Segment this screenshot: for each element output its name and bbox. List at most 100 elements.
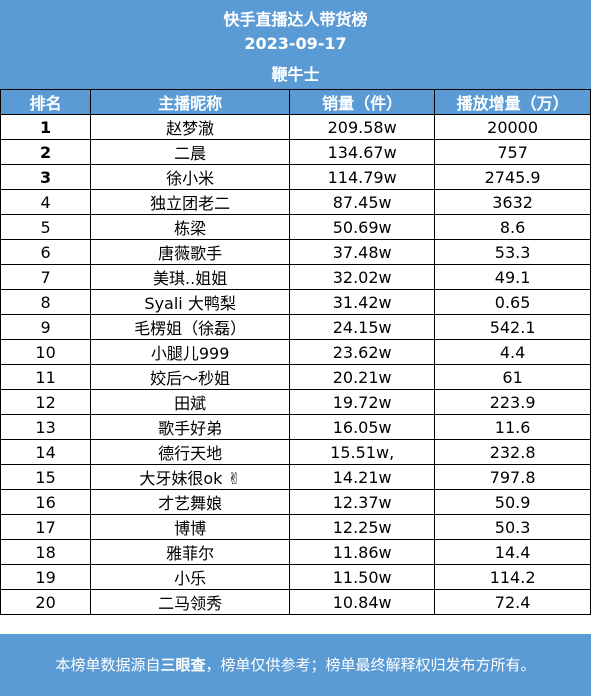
table-body: 1 赵梦澈 209.58w 20000 2 二晨 134.67w 757 3 徐小米 114.79w…: [0, 114, 591, 615]
plays-cell: 61: [434, 364, 591, 390]
name-cell: 徐小米: [90, 164, 291, 190]
name-cell: 二马领秀: [90, 589, 291, 615]
rank-cell: 11: [0, 364, 92, 390]
name-cell: 唐薇歌手: [90, 239, 291, 265]
rank-cell: 17: [0, 514, 92, 540]
table-row: 20 二马领秀 10.84w 72.4: [0, 589, 591, 615]
sales-cell: 10.84w: [289, 589, 436, 615]
table-row: 17 博博 12.25w 50.3: [0, 514, 591, 540]
plays-cell: 14.4: [434, 539, 591, 565]
rank-cell: 7: [0, 264, 92, 290]
rank-cell: 3: [0, 164, 92, 190]
plays-cell: 3632: [434, 189, 591, 215]
name-cell: 独立团老二: [90, 189, 291, 215]
plays-cell: 11.6: [434, 414, 591, 440]
name-cell: 雅菲尔: [90, 539, 291, 565]
plays-cell: 232.8: [434, 439, 591, 465]
sales-cell: 12.25w: [289, 514, 436, 540]
publisher-label: 鞭牛士: [271, 65, 320, 84]
plays-cell: 49.1: [434, 264, 591, 290]
ranking-table: 排名 主播昵称 销量（件） 播放增量（万） 1 赵梦澈 209.58w 20000 2 二…: [0, 89, 591, 615]
plays-cell: 8.6: [434, 214, 591, 240]
table-row: 2 二晨 134.67w 757: [0, 139, 591, 165]
page-title: 快手直播达人带货榜: [223, 10, 368, 29]
rank-cell: 19: [0, 564, 92, 590]
name-cell: 小腿儿999: [90, 339, 291, 365]
table-row: 5 栋梁 50.69w 8.6: [0, 214, 591, 240]
name-cell: 姣后～秒姐: [90, 364, 291, 390]
rank-cell: 18: [0, 539, 92, 565]
sales-cell: 37.48w: [289, 239, 436, 265]
rank-cell: 16: [0, 489, 92, 515]
column-header-plays: 播放增量（万）: [434, 89, 591, 115]
plays-cell: 50.9: [434, 489, 591, 515]
header: 快手直播达人带货榜 2023-09-17 鞭牛士: [0, 0, 591, 89]
table-row: 9 毛楞姐（徐磊） 24.15w 542.1: [0, 314, 591, 340]
table-row: 12 田斌 19.72w 223.9: [0, 389, 591, 415]
rank-cell: 20: [0, 589, 92, 615]
table-row: 8 Syali 大鸭梨 31.42w 0.65: [0, 289, 591, 315]
plays-cell: 757: [434, 139, 591, 165]
plays-cell: 50.3: [434, 514, 591, 540]
table-row: 16 才艺舞娘 12.37w 50.9: [0, 489, 591, 515]
rank-cell: 9: [0, 314, 92, 340]
rank-cell: 2: [0, 139, 92, 165]
name-cell: 美琪..姐姐: [90, 264, 291, 290]
sales-cell: 24.15w: [289, 314, 436, 340]
sales-cell: 134.67w: [289, 139, 436, 165]
sales-cell: 209.58w: [289, 114, 436, 140]
name-cell: Syali 大鸭梨: [90, 289, 291, 315]
sales-cell: 87.45w: [289, 189, 436, 215]
column-header-rank: 排名: [0, 89, 92, 115]
table-row: 3 徐小米 114.79w 2745.9: [0, 164, 591, 190]
sales-cell: 31.42w: [289, 289, 436, 315]
plays-cell: 53.3: [434, 239, 591, 265]
table-header-row: 排名 主播昵称 销量（件） 播放增量（万）: [0, 89, 591, 115]
footer-prefix: 本榜单数据源自: [55, 656, 161, 674]
plays-cell: 4.4: [434, 339, 591, 365]
sales-cell: 23.62w: [289, 339, 436, 365]
table-row: 18 雅菲尔 11.86w 14.4: [0, 539, 591, 565]
rank-cell: 12: [0, 389, 92, 415]
sales-cell: 19.72w: [289, 389, 436, 415]
sales-cell: 16.05w: [289, 414, 436, 440]
name-cell: 田斌: [90, 389, 291, 415]
plays-cell: 542.1: [434, 314, 591, 340]
sales-cell: 50.69w: [289, 214, 436, 240]
plays-cell: 114.2: [434, 564, 591, 590]
sales-cell: 11.50w: [289, 564, 436, 590]
name-cell: 小乐: [90, 564, 291, 590]
plays-cell: 0.65: [434, 289, 591, 315]
rank-cell: 10: [0, 339, 92, 365]
sales-cell: 14.21w: [289, 464, 436, 490]
name-cell: 才艺舞娘: [90, 489, 291, 515]
date-label: 2023-09-17: [244, 34, 347, 53]
name-cell: 毛楞姐（徐磊）: [90, 314, 291, 340]
table-row: 10 小腿儿999 23.62w 4.4: [0, 339, 591, 365]
plays-cell: 72.4: [434, 589, 591, 615]
name-cell: 博博: [90, 514, 291, 540]
sales-cell: 15.51w,: [289, 439, 436, 465]
name-cell: 德行天地: [90, 439, 291, 465]
sales-cell: 11.86w: [289, 539, 436, 565]
column-header-name: 主播昵称: [90, 89, 291, 115]
name-cell: 大牙妹很ok ✌: [90, 464, 291, 490]
sales-cell: 20.21w: [289, 364, 436, 390]
rank-cell: 13: [0, 414, 92, 440]
table-row: 13 歌手好弟 16.05w 11.6: [0, 414, 591, 440]
sales-cell: 12.37w: [289, 489, 436, 515]
table-row: 6 唐薇歌手 37.48w 53.3: [0, 239, 591, 265]
rank-cell: 4: [0, 189, 92, 215]
table-row: 14 德行天地 15.51w, 232.8: [0, 439, 591, 465]
name-cell: 二晨: [90, 139, 291, 165]
rank-cell: 6: [0, 239, 92, 265]
rank-cell: 5: [0, 214, 92, 240]
plays-cell: 2745.9: [434, 164, 591, 190]
table-row: 19 小乐 11.50w 114.2: [0, 564, 591, 590]
rank-cell: 1: [0, 114, 92, 140]
column-header-sales: 销量（件）: [289, 89, 436, 115]
footer-disclaimer: 本榜单数据源自三眼查，榜单仅供参考；榜单最终解释权归发布方所有。: [0, 634, 591, 696]
sales-cell: 32.02w: [289, 264, 436, 290]
rank-cell: 8: [0, 289, 92, 315]
footer-source: 三眼查: [160, 656, 206, 674]
